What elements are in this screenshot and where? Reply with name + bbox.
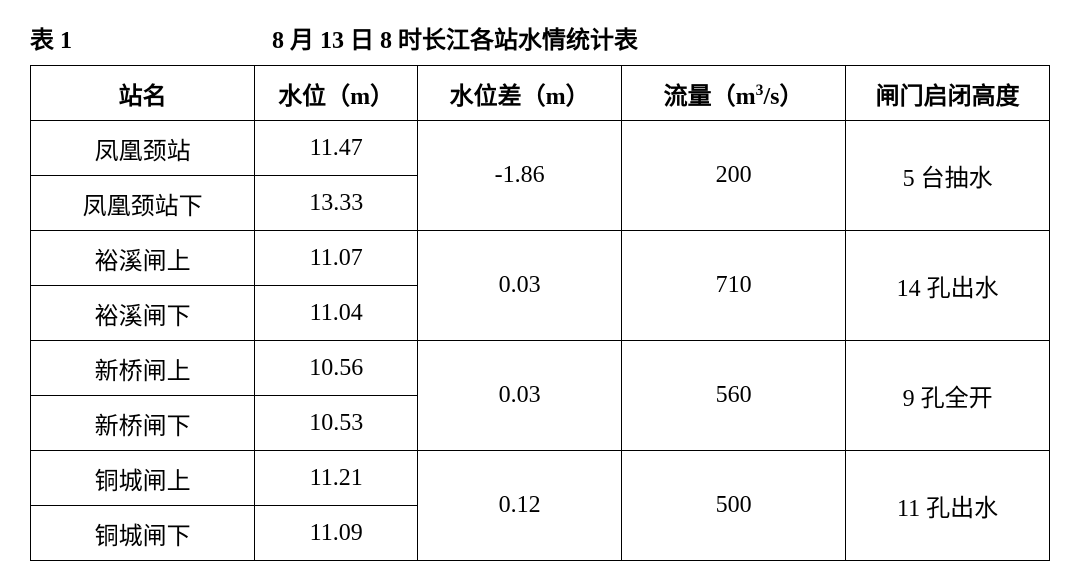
gate-status: 5 台抽水	[846, 121, 1050, 231]
water-level: 11.47	[255, 121, 418, 176]
col-diff: 水位差（m）	[418, 66, 622, 121]
water-level: 10.53	[255, 396, 418, 451]
station-name: 新桥闸下	[31, 396, 255, 451]
table-title: 8 月 13 日 8 时长江各站水情统计表	[272, 20, 638, 55]
col-gate: 闸门启闭高度	[846, 66, 1050, 121]
station-name: 铜城闸上	[31, 451, 255, 506]
flow: 200	[622, 121, 846, 231]
gate-status: 11 孔出水	[846, 451, 1050, 561]
level-diff: 0.03	[418, 341, 622, 451]
gate-status: 9 孔全开	[846, 341, 1050, 451]
level-diff: -1.86	[418, 121, 622, 231]
flow: 560	[622, 341, 846, 451]
gate-status: 14 孔出水	[846, 231, 1050, 341]
page: 表 1 8 月 13 日 8 时长江各站水情统计表 站名 水位（m） 水位差（m…	[0, 0, 1080, 571]
col-flow-post: /s）	[763, 84, 803, 110]
station-name: 铜城闸下	[31, 506, 255, 561]
col-flow: 流量（m3/s）	[622, 66, 846, 121]
table-row: 新桥闸上 10.56 0.03 560 9 孔全开	[31, 341, 1050, 396]
level-diff: 0.12	[418, 451, 622, 561]
water-level: 11.09	[255, 506, 418, 561]
water-level: 11.07	[255, 231, 418, 286]
flow: 500	[622, 451, 846, 561]
table-row: 铜城闸上 11.21 0.12 500 11 孔出水	[31, 451, 1050, 506]
station-name: 裕溪闸上	[31, 231, 255, 286]
water-level: 10.56	[255, 341, 418, 396]
title-row: 表 1 8 月 13 日 8 时长江各站水情统计表	[30, 20, 1050, 55]
col-level: 水位（m）	[255, 66, 418, 121]
water-level: 11.21	[255, 451, 418, 506]
station-name: 凤凰颈站下	[31, 176, 255, 231]
station-name: 裕溪闸下	[31, 286, 255, 341]
table-row: 凤凰颈站 11.47 -1.86 200 5 台抽水	[31, 121, 1050, 176]
water-level: 13.33	[255, 176, 418, 231]
water-level: 11.04	[255, 286, 418, 341]
table-row: 裕溪闸上 11.07 0.03 710 14 孔出水	[31, 231, 1050, 286]
station-name: 新桥闸上	[31, 341, 255, 396]
level-diff: 0.03	[418, 231, 622, 341]
flow: 710	[622, 231, 846, 341]
col-station: 站名	[31, 66, 255, 121]
station-name: 凤凰颈站	[31, 121, 255, 176]
water-table: 站名 水位（m） 水位差（m） 流量（m3/s） 闸门启闭高度 凤凰颈站 11.…	[30, 65, 1050, 561]
table-label: 表 1	[30, 20, 72, 55]
table-header-row: 站名 水位（m） 水位差（m） 流量（m3/s） 闸门启闭高度	[31, 66, 1050, 121]
col-flow-pre: 流量（m	[664, 84, 756, 110]
